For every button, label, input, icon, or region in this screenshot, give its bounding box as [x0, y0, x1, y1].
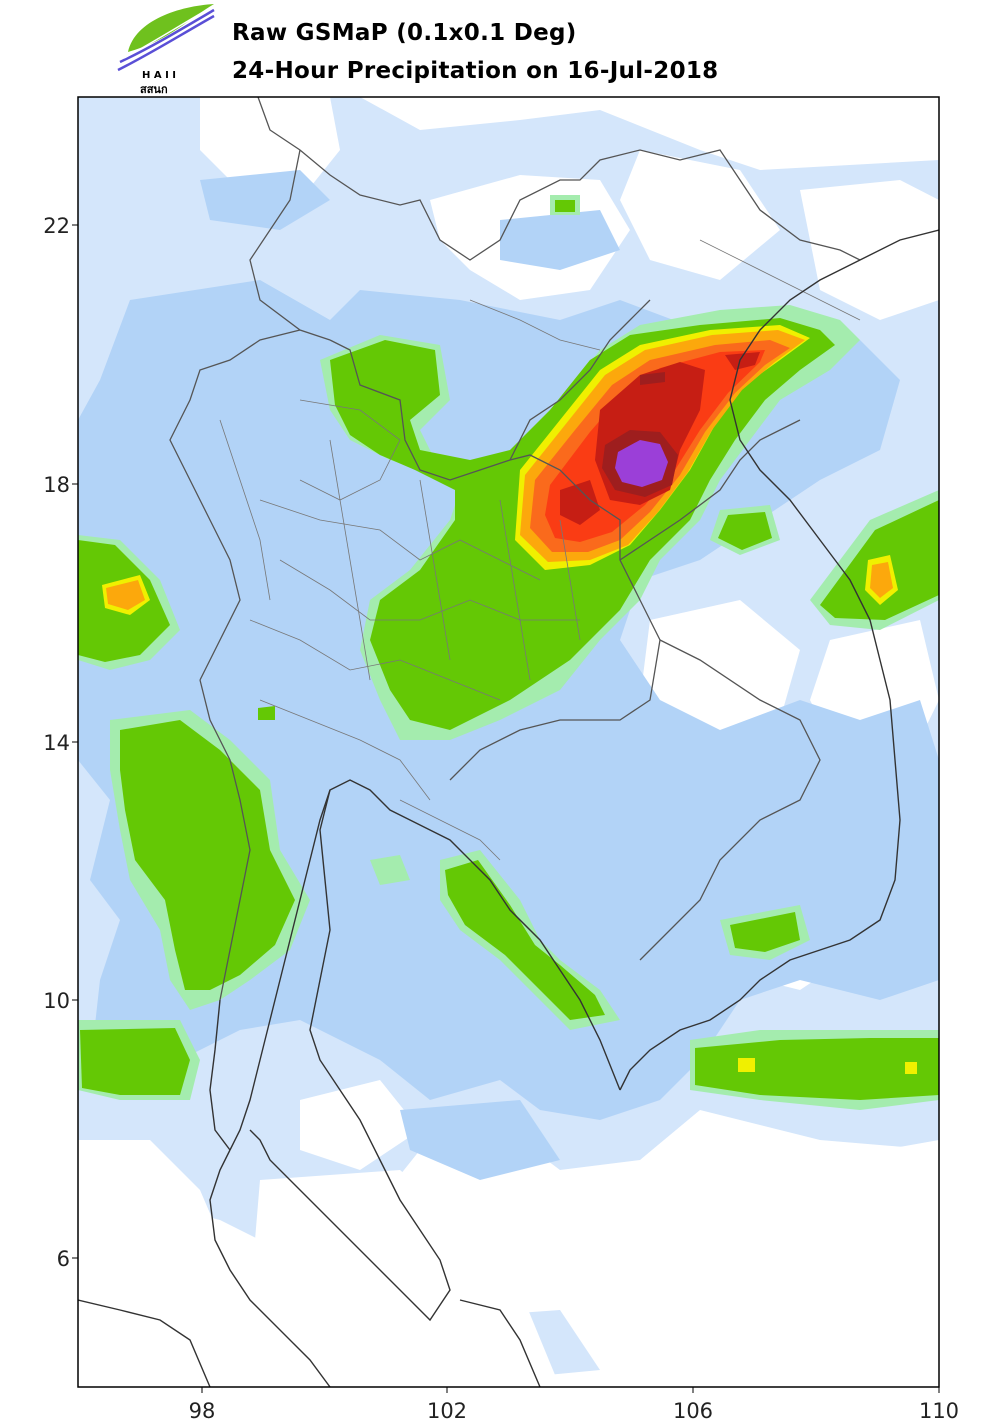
y-tick-label: 10: [43, 989, 70, 1013]
coastline: [78, 229, 939, 1387]
y-tick-label: 22: [43, 214, 70, 238]
country-borders: [169, 97, 861, 1001]
logo-leaf-icon: [128, 4, 214, 52]
x-tick-label: 102: [427, 1399, 467, 1423]
x-axis: [201, 1387, 940, 1393]
logo-text-en: H A I I: [142, 70, 176, 81]
y-axis: [72, 224, 78, 1259]
precip-layer: [78, 97, 939, 1387]
logo-text-th: สสนก: [140, 83, 168, 96]
map-subtitle: 24-Hour Precipitation on 16-Jul-2018: [232, 58, 719, 84]
map-title: Raw GSMaP (0.1x0.1 Deg): [232, 20, 577, 46]
x-tick-label: 106: [673, 1399, 713, 1423]
precip-purple: [615, 440, 668, 487]
x-tick-label: 98: [189, 1399, 216, 1423]
y-tick-label: 6: [57, 1247, 70, 1271]
y-tick-label: 14: [43, 731, 70, 755]
haii-logo: H A I I สสนก: [117, 4, 215, 96]
province-borders: [219, 239, 861, 861]
x-tick-label: 110: [919, 1399, 959, 1423]
y-tick-label: 18: [43, 473, 70, 497]
